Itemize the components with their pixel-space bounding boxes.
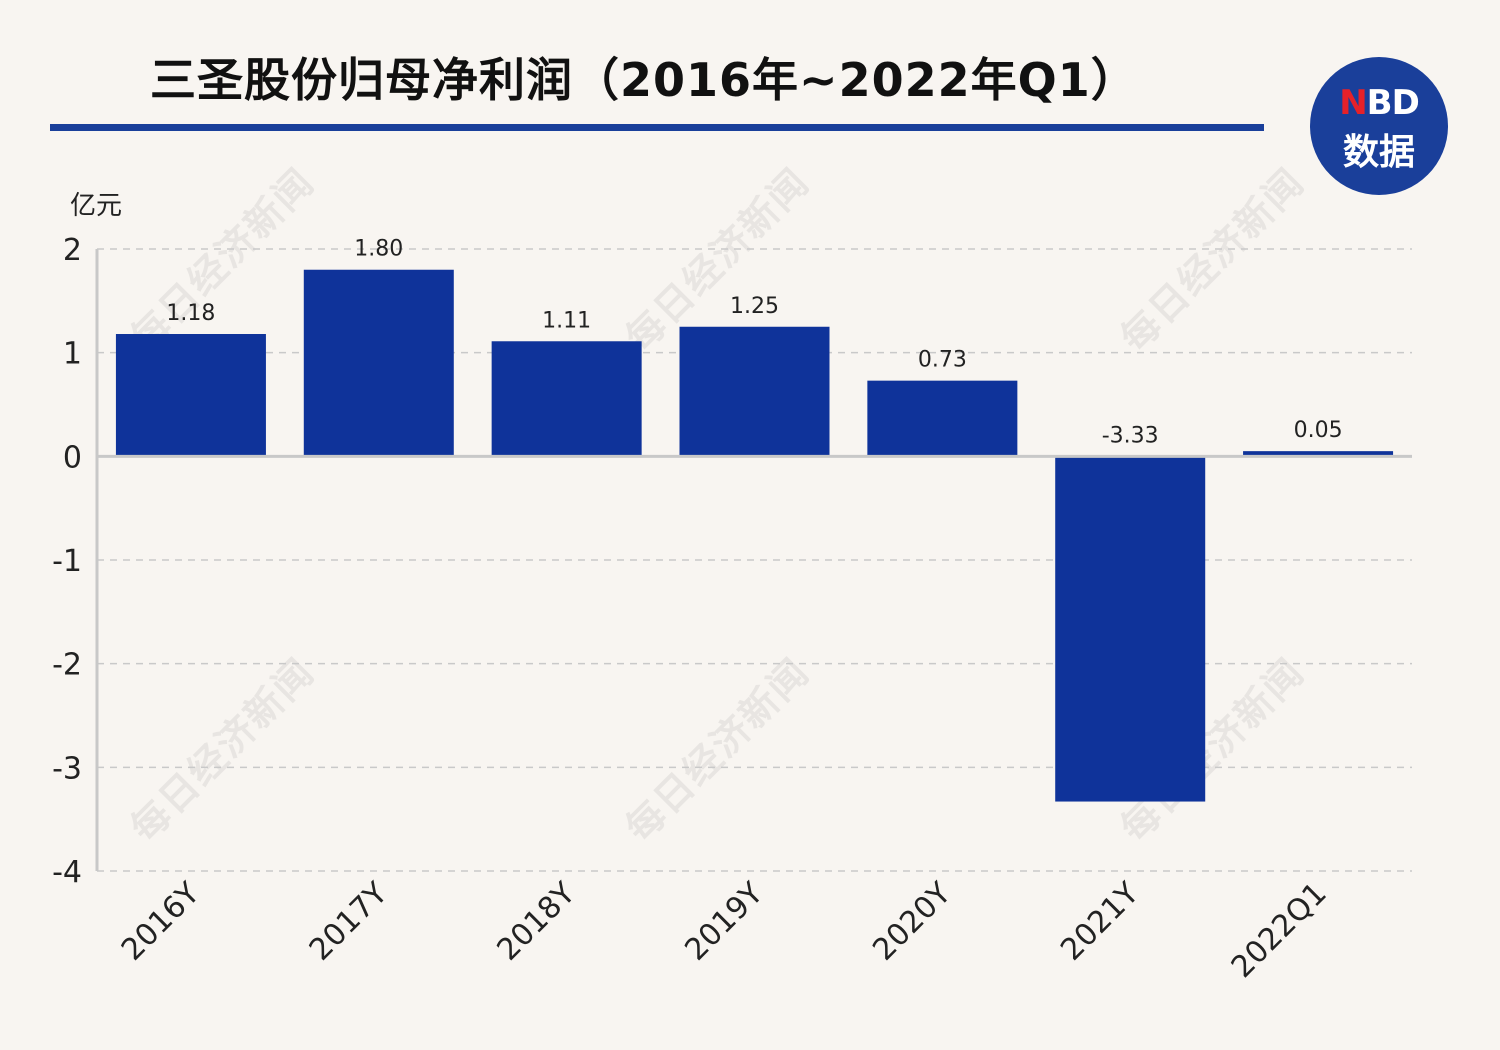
x-tick-label: 2019Y: [678, 875, 770, 967]
x-tick-label: 2018Y: [491, 875, 583, 967]
title-underline: [50, 124, 1264, 131]
x-tick-label: 2021Y: [1054, 875, 1146, 967]
y-axis-unit-label: 亿元: [70, 191, 122, 221]
x-tick-label: 2020Y: [866, 875, 958, 967]
y-tick-label: -3: [52, 751, 82, 786]
data-label: 0.05: [1294, 418, 1343, 443]
bar: [679, 326, 830, 457]
data-label: 1.18: [166, 301, 215, 326]
y-tick-label: -2: [52, 648, 82, 683]
bar: [491, 341, 642, 457]
bar: [867, 380, 1018, 457]
data-label: 0.73: [918, 348, 967, 373]
bar: [1243, 451, 1394, 457]
data-label: 1.25: [730, 294, 779, 319]
x-tick-label: 2017Y: [303, 875, 395, 967]
x-tick-label: 2022Q1: [1225, 876, 1334, 985]
y-tick-label: -4: [52, 855, 82, 890]
y-tick-label: 0: [63, 440, 82, 475]
y-tick-label: 1: [63, 337, 82, 372]
nbd-data-logo: NBD 数据: [1310, 57, 1448, 195]
chart-title: 三圣股份归母净利润（2016年~2022年Q1）: [150, 53, 1138, 107]
data-label: -3.33: [1102, 423, 1159, 448]
bar: [115, 334, 266, 457]
x-tick-label: 2016Y: [115, 875, 207, 967]
data-label: 1.11: [542, 308, 591, 333]
y-tick-label: -1: [52, 544, 82, 579]
y-tick-label: 2: [63, 233, 82, 268]
bar: [303, 269, 454, 457]
bar: [1055, 456, 1206, 802]
data-label: 1.80: [354, 237, 403, 262]
